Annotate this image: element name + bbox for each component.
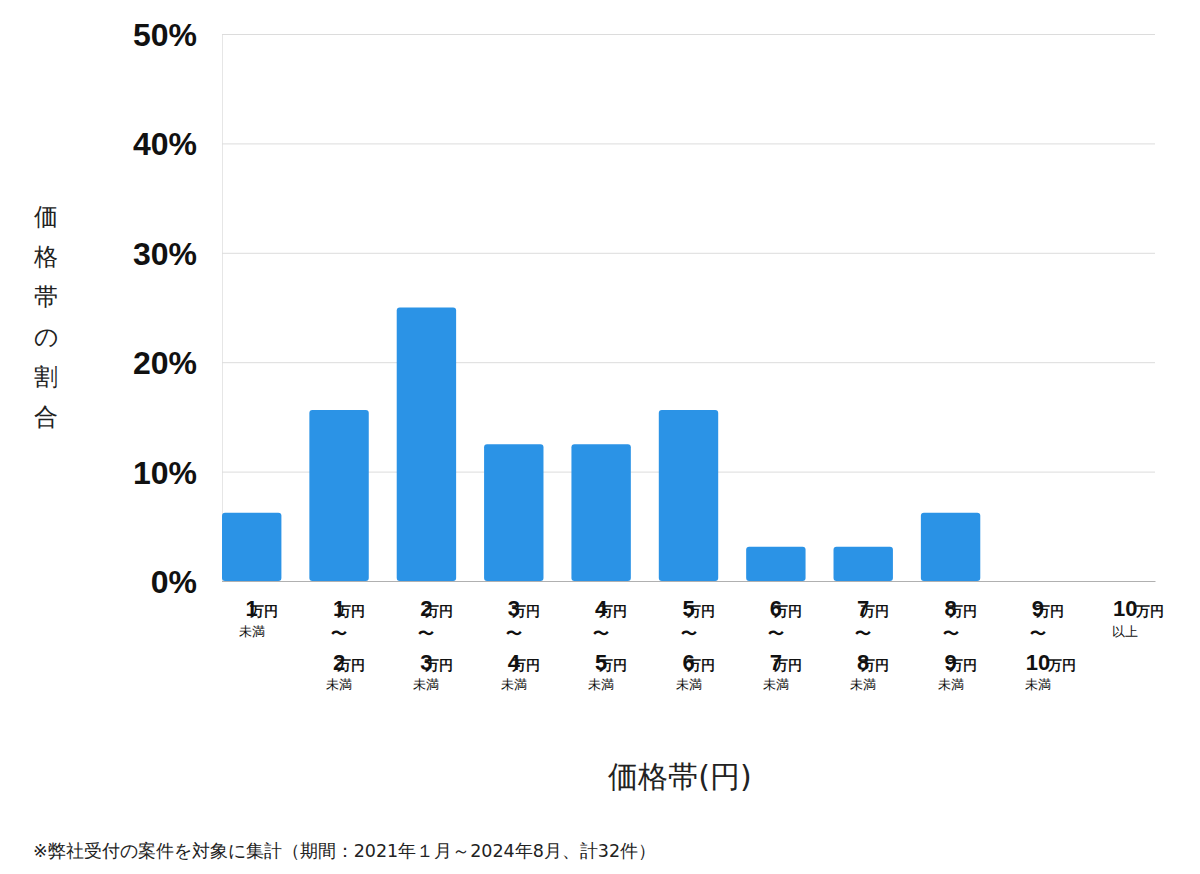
y-tick: 50% [133, 17, 1155, 53]
y-tick-label: 30% [133, 236, 197, 272]
x-tick: 6万円〜7万円未満 [763, 581, 802, 692]
y-tick: 10% [133, 455, 1155, 491]
y-tick: 30% [133, 236, 1155, 272]
chart: 10% 20% 30% 40% 50% 0% 1万円未満 1万円〜2万円未満 2万円〜3万円未満… [0, 0, 1200, 874]
bar [222, 513, 281, 581]
grid-line [222, 581, 1155, 582]
bar [921, 513, 980, 581]
y-tick-label: 20% [133, 345, 197, 381]
x-tick-label: 3万円〜4万円未満 [501, 596, 540, 692]
bar [1008, 581, 1067, 582]
x-tick-label: 9万円〜10万円未満 [1025, 596, 1076, 692]
x-tick-label: 8万円〜9万円未満 [938, 596, 977, 692]
bar [659, 410, 718, 581]
x-tick-label: 7万円〜8万円未満 [850, 596, 889, 692]
x-tick: 2万円〜3万円未満 [413, 581, 452, 692]
grid-line [222, 34, 1155, 35]
x-tick-label: 1万円〜2万円未満 [326, 596, 365, 692]
x-axis-line [223, 581, 1156, 582]
x-tick-label: 5万円〜6万円未満 [676, 596, 715, 692]
plot: 10% 20% 30% 40% 50% 0% 1万円未満 1万円〜2万円未満 2万円〜3万円未満… [133, 17, 1164, 692]
x-tick: 1万円未満 [239, 581, 278, 639]
x-tick: 5万円〜6万円未満 [676, 581, 715, 692]
y-tick-label: 10% [133, 455, 197, 491]
x-axis-title: 価格帯(円) [608, 759, 751, 794]
bar [834, 547, 893, 581]
bar [571, 444, 630, 581]
y-tick-label: 0% [151, 564, 197, 600]
x-tick: 3万円〜4万円未満 [501, 581, 540, 692]
x-tick: 1万円〜2万円未満 [326, 581, 365, 692]
x-tick-label: 4万円〜5万円未満 [588, 596, 627, 692]
x-tick-label: 2万円〜3万円未満 [413, 596, 452, 692]
bar [1096, 581, 1155, 582]
y-axis-title: 価格帯の割合 [33, 203, 59, 431]
y-tick-label: 50% [133, 17, 197, 53]
x-tick: 9万円〜10万円未満 [1025, 581, 1076, 692]
bar [397, 308, 456, 582]
x-tick-label: 10万円以上 [1112, 596, 1163, 639]
y-tick-label: 40% [133, 126, 197, 162]
x-tick: 4万円〜5万円未満 [588, 581, 627, 692]
x-tick-label: 1万円未満 [239, 596, 278, 639]
x-tick: 7万円〜8万円未満 [850, 581, 889, 692]
x-tick: 10万円以上 [1112, 581, 1163, 639]
bar [309, 410, 368, 581]
bar [484, 444, 543, 581]
y-tick: 40% [133, 126, 1155, 162]
grid-line [222, 143, 1155, 144]
x-axis: 1万円未満 1万円〜2万円未満 2万円〜3万円未満 3万円〜4万円未満 4万円〜5万円未… [223, 581, 1164, 692]
y-axis: 10% 20% 30% 40% 50% 0% [133, 17, 1155, 600]
y-tick: 0% [151, 564, 1155, 600]
y-tick: 20% [133, 345, 1155, 381]
footnote: ※弊社受付の案件を対象に集計（期間：2021年１月～2024年8月、計32件） [33, 841, 656, 861]
bar [746, 547, 805, 581]
x-tick: 8万円〜9万円未満 [938, 581, 977, 692]
x-tick-label: 6万円〜7万円未満 [763, 596, 802, 692]
y-axis-line [223, 35, 1156, 582]
bars [222, 308, 980, 582]
grid-line [222, 362, 1155, 363]
grid-line [222, 253, 1155, 254]
